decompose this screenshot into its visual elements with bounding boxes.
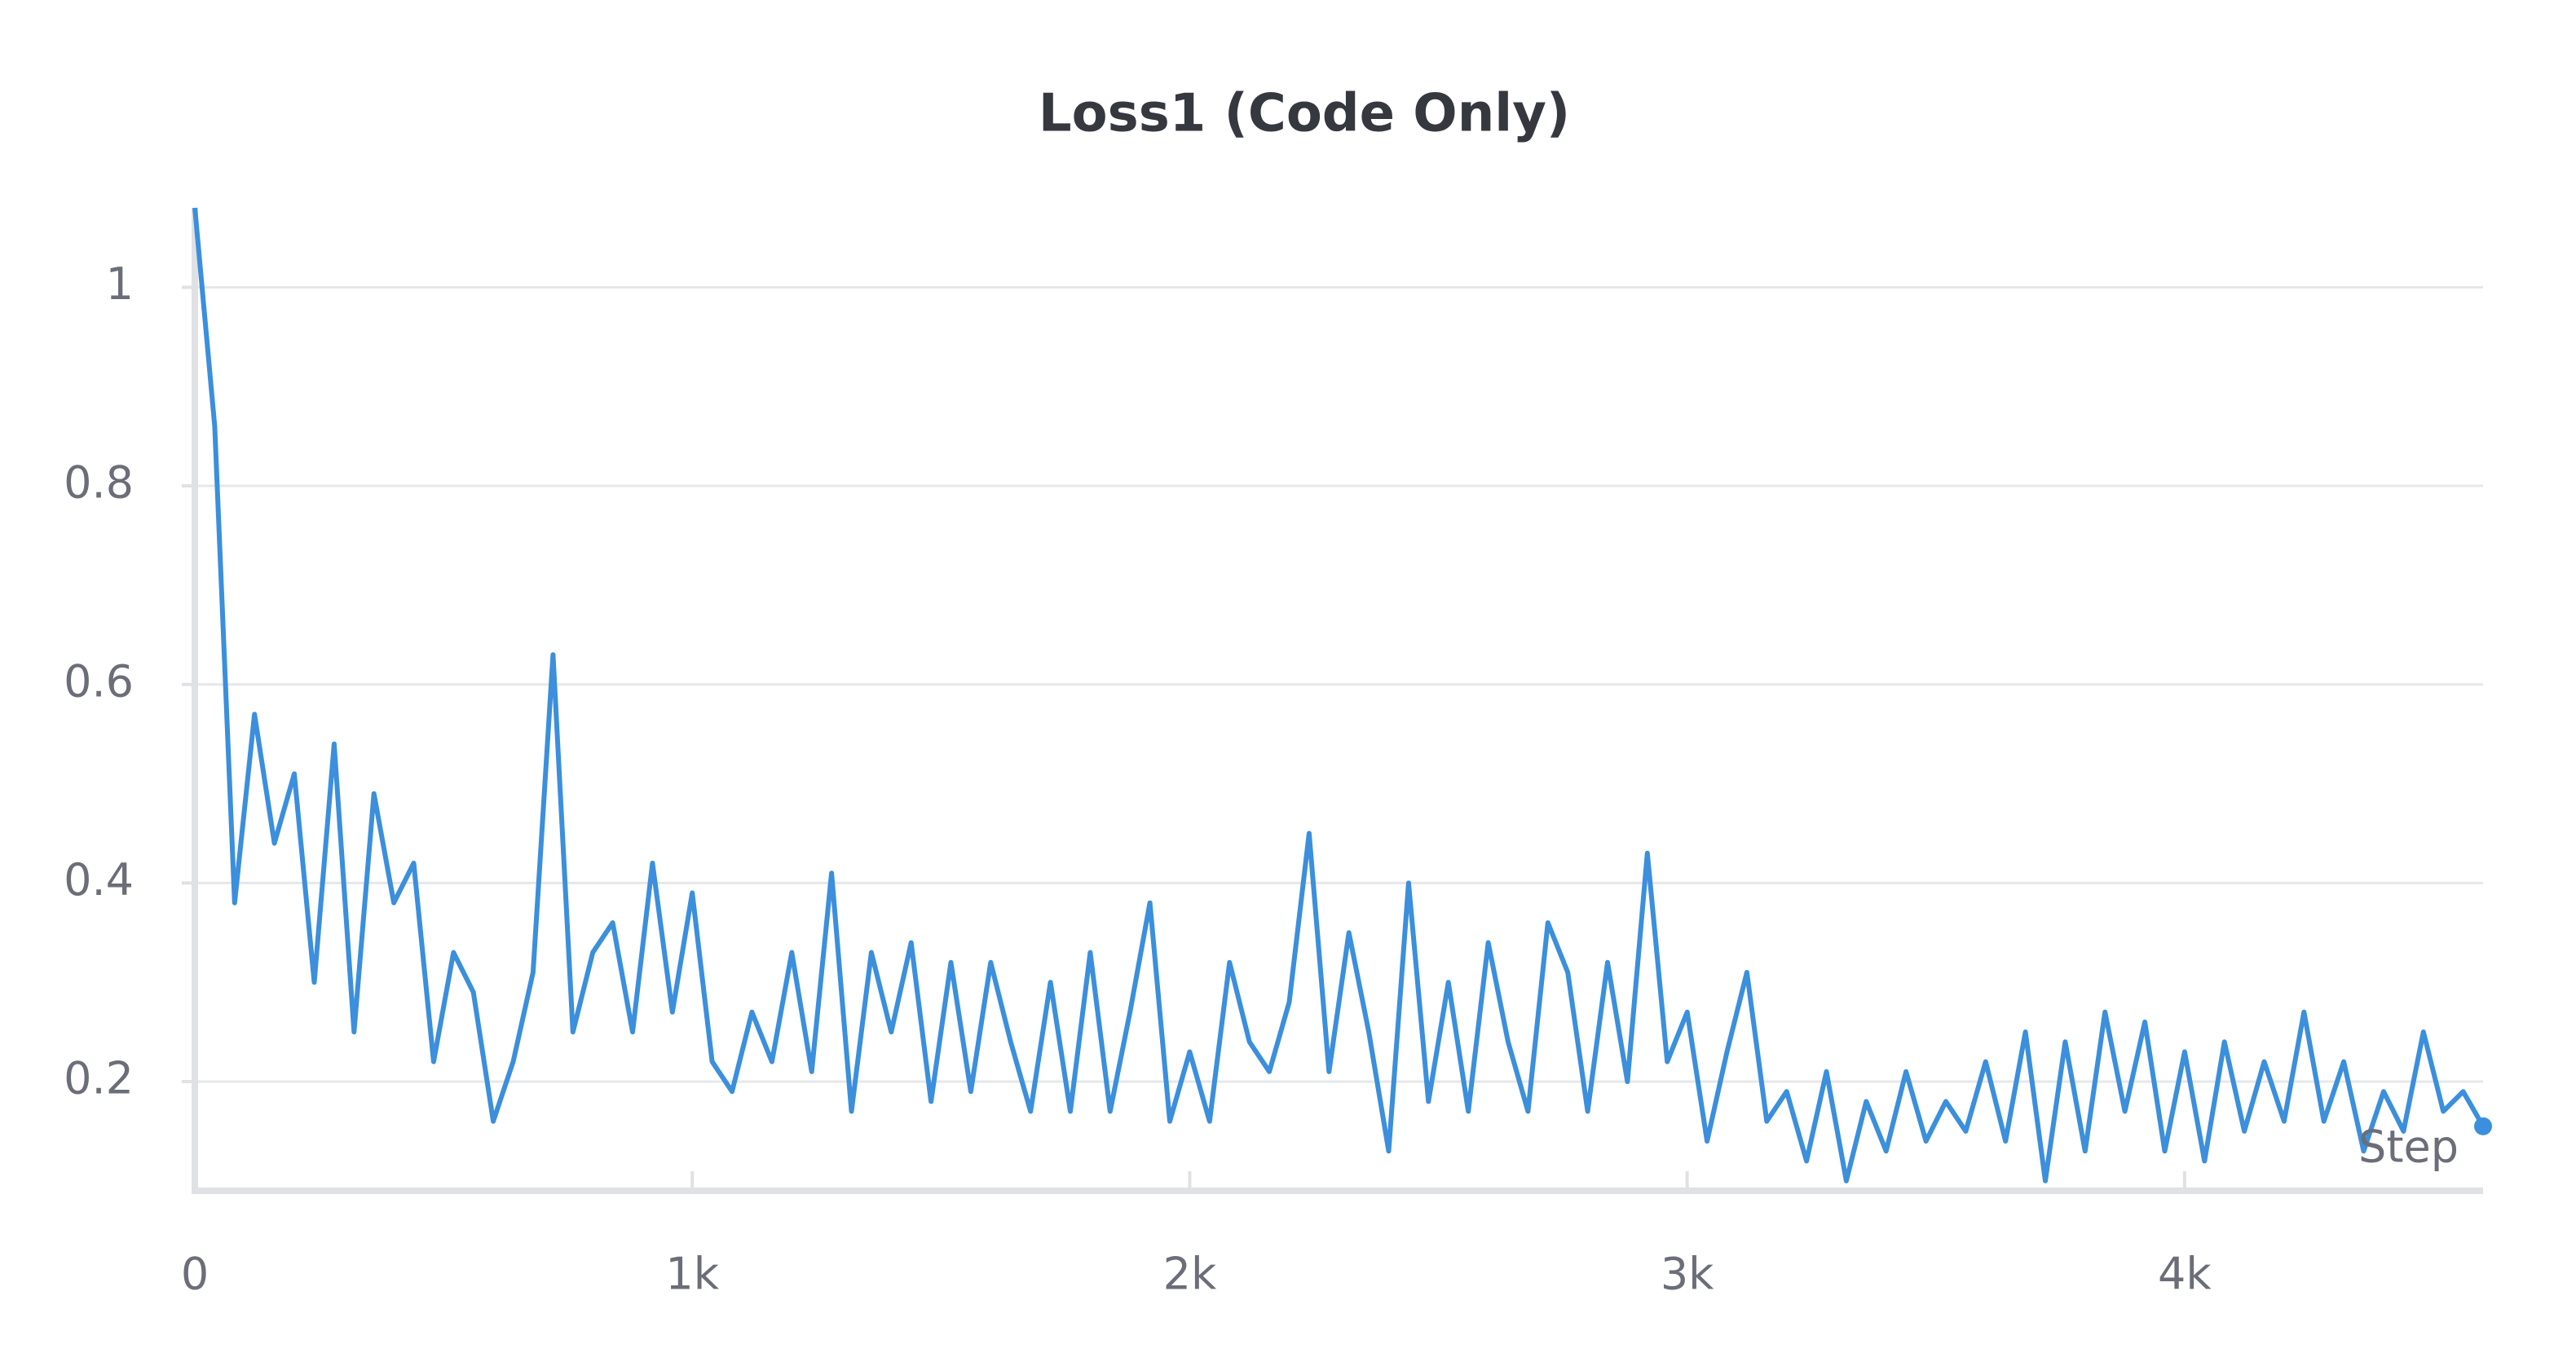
y-tick-label: 0.2 (64, 1053, 134, 1104)
x-tick-label: 4k (2158, 1249, 2212, 1300)
y-tick-label: 0.4 (64, 854, 134, 906)
y-tick-label: 0.6 (64, 655, 134, 707)
y-tick-label: 0.8 (64, 457, 134, 509)
x-tick-label: 0 (181, 1249, 209, 1300)
x-tick-label: 1k (665, 1249, 719, 1300)
chart-title: Loss1 (Code Only) (1039, 84, 1570, 144)
x-tick-label: 2k (1163, 1249, 1217, 1300)
last-point (2474, 1117, 2492, 1135)
x-axis-label: Step (2358, 1122, 2459, 1173)
x-tick-label: 3k (1661, 1249, 1714, 1300)
y-tick-label: 1 (106, 258, 134, 310)
loss-line (192, 207, 2486, 1183)
